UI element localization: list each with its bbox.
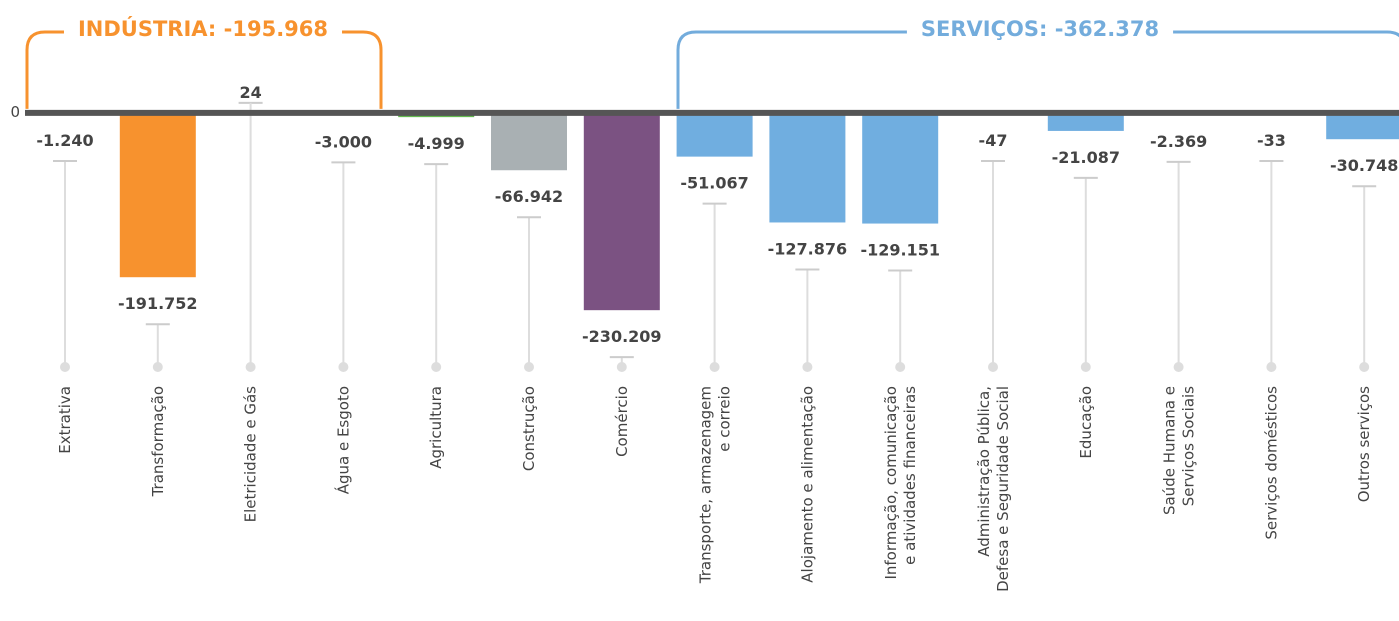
leader-dot [709, 362, 720, 372]
bar [862, 112, 939, 224]
leader-dot [895, 362, 906, 372]
label-line: Serviços Sociais [1180, 386, 1198, 506]
value-label: -2.369 [1150, 132, 1207, 151]
y-tick-label: 0 [10, 103, 20, 121]
value-label: -51.067 [680, 174, 748, 193]
label-line: Transformação [149, 386, 167, 497]
x-tick-label: Agricultura [427, 386, 445, 469]
leader-dot [1173, 362, 1184, 372]
leader-dot [1080, 362, 1091, 372]
leader-dot [60, 362, 70, 372]
bar [1326, 112, 1399, 140]
x-tick-label: Administração Pública,Defesa e Seguridad… [975, 386, 1012, 592]
label-line: Alojamento e alimentação [798, 386, 816, 583]
value-label: -4.999 [408, 134, 465, 153]
value-label: -21.087 [1052, 148, 1120, 167]
x-tick-label: Construção [520, 386, 538, 471]
value-label: 24 [239, 83, 261, 102]
leader-dot [1359, 362, 1370, 372]
value-label: -30.748 [1330, 156, 1398, 175]
leader-dot [802, 362, 813, 372]
label-line: Educação [1077, 386, 1095, 459]
value-label: -1.240 [36, 131, 93, 150]
bar [491, 112, 567, 171]
label-bg [63, 28, 343, 36]
label-bg [906, 28, 1174, 36]
value-label: -66.942 [495, 187, 563, 206]
value-label: -47 [979, 131, 1008, 150]
label-line: e correio [716, 386, 734, 452]
group-bracket [25, 30, 383, 109]
label-line: Comércio [613, 386, 631, 457]
leader-dot [431, 362, 442, 372]
value-label: -191.752 [118, 294, 198, 313]
x-tick-label: Comércio [613, 386, 631, 457]
bar [676, 112, 753, 157]
leader-dot [245, 362, 256, 372]
label-line: Construção [520, 386, 538, 471]
leader-dot [338, 362, 349, 372]
x-tick-label: Eletricidade e Gás [242, 386, 260, 523]
value-label: -129.151 [860, 241, 940, 260]
label-line: Administração Pública, [975, 386, 993, 557]
leader-dot [616, 362, 627, 372]
x-tick-label: Alojamento e alimentação [798, 386, 816, 583]
label-line: Transporte, armazenagem [697, 386, 715, 584]
x-tick-label: Informação, comunicaçãoe atividades fina… [882, 386, 919, 580]
value-label: -230.209 [582, 327, 662, 346]
x-tick-label: Extrativa [56, 386, 74, 454]
x-tick-label: Saúde Humana eServiços Sociais [1161, 386, 1198, 515]
label-line: Eletricidade e Gás [242, 386, 260, 523]
label-line: Defesa e Seguridade Social [994, 386, 1012, 592]
label-line: Saúde Humana e [1161, 386, 1179, 515]
x-tick-label: Outros serviços [1355, 386, 1373, 502]
label-line: Agricultura [427, 386, 445, 469]
x-tick-label: Transformação [149, 386, 167, 497]
value-label: -33 [1257, 131, 1286, 150]
label-line: Outros serviços [1355, 386, 1373, 502]
label-line: Informação, comunicação [882, 386, 900, 580]
leader-dot [524, 362, 534, 372]
bar [119, 112, 196, 278]
x-tick-label: Educação [1077, 386, 1095, 459]
label-line: e atividades financeiras [901, 386, 919, 565]
value-label: -3.000 [315, 132, 372, 151]
leader-dot [988, 362, 998, 372]
bar [1047, 112, 1124, 131]
group-bracket [676, 30, 1399, 109]
group-label: SERVIÇOS: -362.378 [921, 17, 1159, 41]
value-label: -127.876 [768, 239, 848, 258]
label-line: Água e Esgoto [333, 386, 352, 494]
x-tick-label: Serviços domésticos [1262, 386, 1280, 540]
leader-dot [152, 362, 163, 372]
leader-dot [1266, 362, 1277, 372]
label-line: Serviços domésticos [1262, 386, 1280, 540]
x-tick-label: Água e Esgoto [333, 386, 352, 494]
bar [769, 112, 846, 223]
group-label: INDÚSTRIA: -195.968 [78, 16, 328, 41]
label-line: Extrativa [56, 386, 74, 454]
x-tick-label: Transporte, armazenageme correio [697, 386, 734, 584]
bar [583, 112, 660, 311]
